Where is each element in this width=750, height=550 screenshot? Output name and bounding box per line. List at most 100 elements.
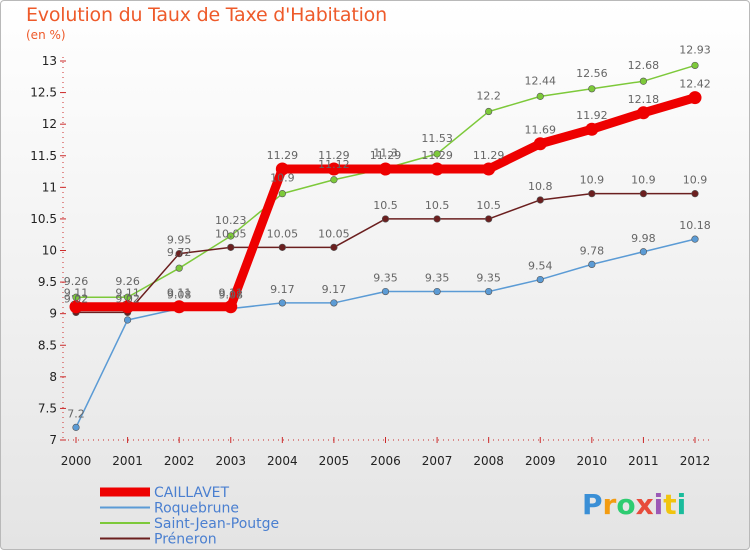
data-point — [330, 243, 338, 251]
data-label: 9.35 — [373, 272, 398, 285]
series-layer: 9.11 9.11 9.11 9.11 11.29 11.29 11.29 11.29 11.2… — [64, 43, 711, 431]
logo-letter: x — [635, 488, 654, 521]
data-label: 12.18 — [628, 93, 660, 106]
data-point — [227, 243, 235, 251]
logo-letter: o — [616, 488, 636, 521]
data-label: 11.53 — [421, 132, 453, 145]
data-label: 9.35 — [476, 272, 501, 285]
data-label: 12.68 — [628, 59, 660, 72]
data-label: 10.18 — [679, 219, 711, 232]
data-label: 11.29 — [421, 149, 453, 162]
data-label: 12.56 — [576, 67, 608, 80]
data-label: 10.9 — [683, 174, 708, 187]
data-point — [485, 107, 493, 116]
data-label: 11.29 — [370, 149, 402, 162]
data-label: 9.78 — [580, 244, 605, 257]
data-point — [536, 275, 544, 284]
data-point — [639, 248, 648, 256]
data-point — [433, 150, 441, 158]
data-label: 10.05 — [318, 227, 350, 240]
data-point — [430, 162, 444, 176]
data-point — [585, 122, 599, 136]
data-label: 9.08 — [167, 289, 192, 302]
series-roquebrune — [72, 235, 699, 431]
x-tick-label: 2006 — [370, 454, 401, 468]
data-labels-saint-jean-poutge: 9.26 9.26 9.72 10.23 10.9 11.12 11.3 11.53 12.2 1… — [64, 43, 711, 288]
y-tick-label: 11.5 — [30, 149, 57, 163]
data-label: 12.93 — [679, 43, 711, 56]
data-label: 12.2 — [476, 90, 501, 103]
axes: 7 7.5 8 8.5 9 9.5 10 10.5 11 11.5 12 12.5 13 2000 2001… — [30, 54, 712, 468]
data-point — [588, 260, 596, 268]
data-point — [639, 77, 648, 85]
data-label: 9.11 — [64, 287, 89, 300]
y-tick-label: 9.5 — [38, 275, 57, 289]
data-point — [278, 190, 286, 198]
data-point — [433, 287, 441, 296]
data-point — [691, 235, 699, 243]
data-point — [327, 162, 341, 176]
data-point — [224, 300, 238, 314]
data-point — [533, 137, 547, 151]
legend-label: Roquebrune — [154, 501, 239, 517]
data-label: 10.9 — [631, 174, 656, 187]
data-point — [227, 232, 235, 240]
data-point — [379, 162, 392, 176]
data-label: 12.44 — [525, 74, 557, 87]
legend: CAILLAVETRoquebruneSaint-Jean-PoutgePrén… — [100, 485, 279, 548]
data-labels-roquebrune: 7.2 9.08 9.08 9.17 9.17 9.35 9.35 9.35 9.54 9.78 9… — [67, 219, 711, 420]
series-caillavet — [69, 91, 702, 314]
x-tick-label: 2009 — [525, 454, 556, 468]
y-tick-label: 9 — [49, 307, 57, 321]
data-label: 11.69 — [525, 124, 557, 137]
logo-letter: i — [676, 488, 687, 521]
logo-letter: i — [653, 488, 664, 521]
data-label: 9.54 — [528, 260, 553, 273]
logo-letter: r — [602, 488, 617, 521]
data-label: 11.92 — [576, 109, 608, 122]
series-line — [75, 238, 696, 429]
data-point — [636, 106, 650, 120]
chart-title: Evolution du Taux de Taxe d'Habitation — [26, 4, 387, 26]
x-tick-label: 2012 — [680, 454, 711, 468]
data-point — [688, 91, 702, 105]
data-point — [69, 300, 83, 314]
logo-letter: t — [663, 488, 677, 521]
data-point — [485, 215, 493, 223]
data-point — [639, 190, 648, 198]
data-label: 10.23 — [215, 214, 247, 227]
data-label: 9.11 — [115, 287, 140, 300]
data-label: 12.42 — [679, 78, 711, 91]
x-tick-label: 2011 — [628, 454, 659, 468]
y-tick-label: 12 — [42, 117, 57, 131]
data-label: 11.29 — [267, 149, 299, 162]
data-label: 9.98 — [631, 232, 656, 245]
data-label: 10.5 — [476, 199, 501, 212]
x-tick-label: 2000 — [61, 454, 92, 468]
proxiti-logo: Proxiti — [582, 488, 686, 521]
data-labels-caillavet: 9.11 9.11 9.11 9.11 11.29 11.29 11.29 11.29 11.2… — [64, 78, 711, 300]
data-label: 9.72 — [167, 246, 192, 259]
data-label: 11.3 — [373, 146, 398, 159]
legend-label: Préneron — [154, 532, 217, 548]
x-tick-label: 2010 — [577, 454, 608, 468]
data-point — [330, 299, 338, 307]
data-label: 9.02 — [115, 292, 140, 305]
data-label: 9.02 — [64, 292, 89, 305]
data-label: 10.8 — [528, 180, 553, 193]
data-label: 10.05 — [215, 227, 247, 240]
x-tick-label: 2007 — [422, 454, 453, 468]
legend-label: Saint-Jean-Poutge — [154, 516, 279, 532]
data-label: 11.29 — [473, 149, 505, 162]
x-tick-label: 2004 — [267, 454, 298, 468]
y-tick-label: 7.5 — [38, 401, 57, 415]
data-point — [275, 162, 289, 176]
y-tick-label: 10 — [42, 244, 57, 258]
x-tick-label: 2005 — [319, 454, 350, 468]
data-point — [175, 250, 183, 258]
y-tick-label: 10.5 — [30, 212, 57, 226]
data-point — [536, 92, 544, 100]
data-label: 7.2 — [67, 407, 85, 420]
data-point — [175, 264, 183, 272]
